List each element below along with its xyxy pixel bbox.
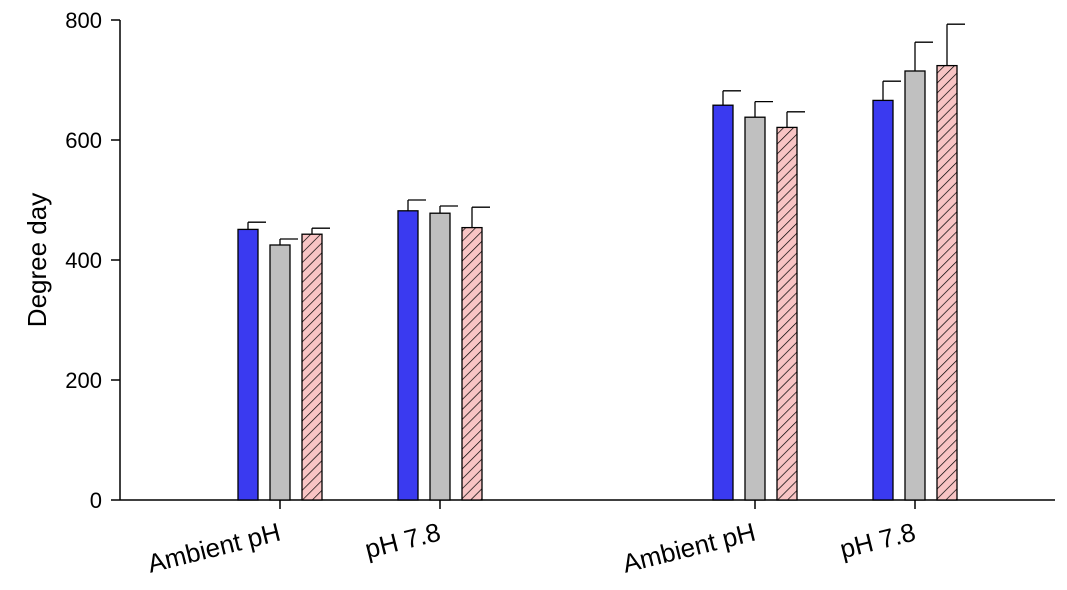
y-tick-label: 0	[90, 488, 102, 513]
bar	[744, 116, 766, 501]
bar	[429, 212, 451, 501]
y-axis-label: Degree day	[22, 193, 52, 327]
bar	[904, 70, 926, 501]
bar	[301, 233, 323, 501]
x-axis	[120, 499, 1055, 509]
bar	[237, 228, 259, 501]
bars	[237, 23, 965, 501]
bar	[936, 64, 958, 501]
x-category-labels: Ambient pH pH 7.8 Ambient pH pH 7.8	[144, 517, 918, 579]
x-category-label: pH 7.8	[837, 517, 919, 565]
bar	[776, 126, 798, 501]
bar	[872, 99, 894, 501]
bar	[712, 104, 734, 501]
bar	[461, 226, 483, 501]
y-tick-label: 600	[65, 128, 102, 153]
bar	[269, 244, 291, 501]
y-tick-label: 400	[65, 248, 102, 273]
bar	[397, 210, 419, 501]
x-category-label: Ambient pH	[619, 517, 758, 579]
y-axis: 0 200 400 600 800	[65, 8, 121, 513]
y-tick-label: 200	[65, 368, 102, 393]
x-category-label: pH 7.8	[362, 517, 444, 565]
x-category-label: Ambient pH	[144, 517, 283, 579]
y-tick-label: 800	[65, 8, 102, 33]
